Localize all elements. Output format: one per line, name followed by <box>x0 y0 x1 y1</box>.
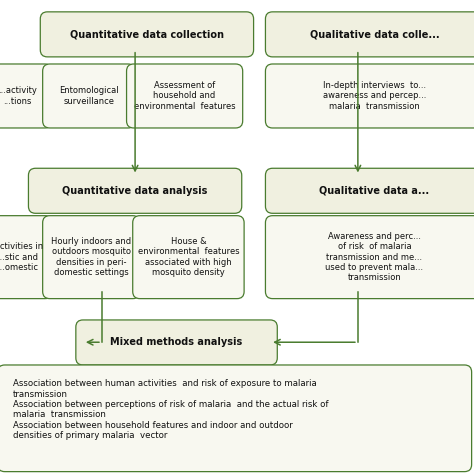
FancyBboxPatch shape <box>40 12 254 57</box>
FancyBboxPatch shape <box>127 64 243 128</box>
Text: Assessment of
household and
environmental  features: Assessment of household and environmenta… <box>134 81 236 111</box>
Text: ...activity
...tions: ...activity ...tions <box>0 86 37 106</box>
Text: Quantitative data collection: Quantitative data collection <box>70 29 224 39</box>
FancyBboxPatch shape <box>133 216 244 299</box>
FancyBboxPatch shape <box>265 168 474 213</box>
FancyBboxPatch shape <box>76 320 277 365</box>
Text: Qualitative data colle...: Qualitative data colle... <box>310 29 439 39</box>
FancyBboxPatch shape <box>43 216 140 299</box>
Text: Qualitative data a...: Qualitative data a... <box>319 186 429 196</box>
Text: In-depth interviews  to...
awareness and percep...
malaria  transmission: In-depth interviews to... awareness and … <box>323 81 426 111</box>
Text: Association between human activities  and risk of exposure to malaria
transmissi: Association between human activities and… <box>13 379 329 440</box>
FancyBboxPatch shape <box>0 64 52 128</box>
FancyBboxPatch shape <box>265 216 474 299</box>
Text: Mixed methods analysis: Mixed methods analysis <box>110 337 243 347</box>
FancyBboxPatch shape <box>0 365 472 472</box>
FancyBboxPatch shape <box>265 64 474 128</box>
Text: Hourly indoors and
outdoors mosquito
densities in peri-
domestic settings: Hourly indoors and outdoors mosquito den… <box>51 237 131 277</box>
Text: Quantitative data analysis: Quantitative data analysis <box>63 186 208 196</box>
Text: ...ctivities in
...stic and
...omestic: ...ctivities in ...stic and ...omestic <box>0 242 43 272</box>
FancyBboxPatch shape <box>0 216 52 299</box>
FancyBboxPatch shape <box>265 12 474 57</box>
Text: Awareness and perc...
of risk  of malaria
transmission and me...
used to prevent: Awareness and perc... of risk of malaria… <box>325 232 424 283</box>
FancyBboxPatch shape <box>28 168 242 213</box>
Text: House &
environmental  features
associated with high
mosquito density: House & environmental features associate… <box>137 237 239 277</box>
Text: Entomological
surveillance: Entomological surveillance <box>59 86 118 106</box>
FancyBboxPatch shape <box>43 64 135 128</box>
